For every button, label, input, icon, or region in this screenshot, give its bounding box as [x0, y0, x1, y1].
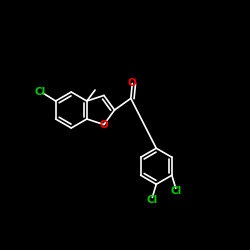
Text: O: O	[100, 120, 108, 130]
Text: Cl: Cl	[147, 196, 158, 205]
Text: Cl: Cl	[170, 186, 181, 196]
Text: Cl: Cl	[35, 87, 46, 97]
Text: O: O	[128, 78, 137, 88]
